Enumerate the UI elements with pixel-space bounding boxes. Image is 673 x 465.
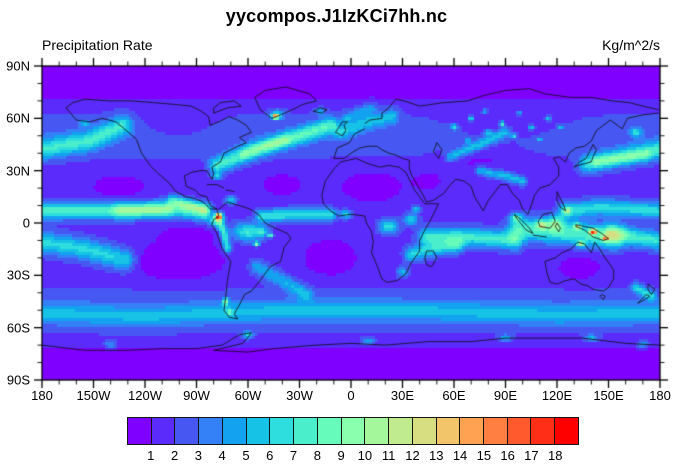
colorbar-tick-label: 8 [313,448,321,463]
colorbar-tick-label: 9 [337,448,345,463]
colorbar-tick-label: 17 [524,448,539,463]
colorbar-swatch [174,417,200,445]
colorbar-tick-label: 16 [500,448,515,463]
lat-tick-label: 30N [6,163,30,179]
colorbar-tick-label: 3 [194,448,202,463]
lat-tick-label: 60N [6,110,30,126]
colorbar-tick-label: 15 [476,448,492,463]
colorbar-swatch [530,417,556,445]
colorbar-tick-label: 2 [170,448,179,463]
colorbar-swatch [269,417,295,445]
colorbar-swatch [459,417,485,445]
colorbar-swatch [411,417,437,445]
colorbar-tick-label: 12 [405,448,420,463]
colorbar-tick-label: 14 [452,448,468,463]
colorbar-tick-label: 7 [289,448,298,463]
colorbar-swatch [340,417,366,445]
colorbar-tick-label: 18 [547,448,563,463]
lon-tick-label: 90W [183,388,210,403]
colorbar-swatch [316,417,342,445]
lon-tick-label: 90E [493,388,518,403]
lat-tick-label: 60S [6,320,30,336]
colorbar-swatch [435,417,461,445]
lon-tick-label: 180 [31,388,53,403]
colorbar-tick-label: 13 [429,448,444,463]
colorbar-tick-label: 10 [357,448,373,463]
lon-tick-label: 120E [541,388,573,403]
colorbar [127,417,579,445]
colorbar-tick-label: 11 [381,448,396,463]
colorbar-swatch [483,417,508,445]
colorbar-swatch [388,417,413,445]
colorbar-swatch [198,417,223,445]
lon-tick-label: 30W [286,388,313,403]
lat-tick-label: 90S [6,372,30,388]
colorbar-swatch [293,417,318,445]
lon-tick-label: 150E [593,388,624,403]
lat-tick-label: 30S [6,267,30,283]
lon-tick-label: 150W [76,388,111,403]
lon-tick-label: 60E [442,388,466,403]
lon-tick-label: 180 [649,388,671,403]
colorbar-swatch [150,417,176,445]
colorbar-swatch [506,417,532,445]
lon-tick-label: 120W [128,388,162,403]
lon-tick-label: 30E [390,388,415,403]
colorbar-tick-label: 6 [266,448,274,463]
lon-tick-label: 0 [347,388,355,403]
colorbar-swatch [364,417,390,445]
colorbar-swatch [245,417,271,445]
lon-tick-label: 60W [234,388,262,403]
lat-tick-label: 90N [6,58,30,74]
colorbar-tick-label: 5 [242,448,250,463]
colorbar-tick-label: 1 [147,448,155,463]
colorbar-swatch [554,417,579,445]
lat-tick-label: 0 [22,215,30,231]
colorbar-swatch [127,417,152,445]
colorbar-tick-label: 4 [218,448,226,463]
colorbar-swatch [221,417,247,445]
